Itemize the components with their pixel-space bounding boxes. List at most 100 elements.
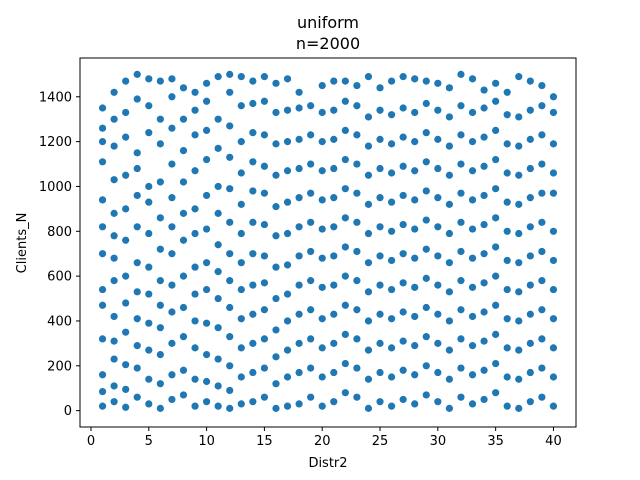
data-point xyxy=(110,232,118,240)
data-point xyxy=(387,140,396,148)
data-point xyxy=(434,135,442,143)
plot-frame xyxy=(79,57,577,428)
data-point xyxy=(226,303,234,312)
data-point xyxy=(457,393,465,401)
data-point xyxy=(468,342,477,350)
data-point xyxy=(318,167,326,175)
data-point xyxy=(411,254,419,262)
data-point xyxy=(457,364,465,372)
data-point xyxy=(214,294,222,303)
data-point xyxy=(480,366,488,374)
data-point xyxy=(411,283,419,291)
data-point xyxy=(364,404,373,412)
data-point xyxy=(133,288,141,296)
data-point xyxy=(318,81,326,90)
data-point xyxy=(249,129,257,137)
data-point xyxy=(295,223,303,231)
data-point xyxy=(330,164,338,173)
data-point xyxy=(98,387,107,396)
data-point xyxy=(249,368,257,377)
data-point xyxy=(260,220,269,229)
data-point xyxy=(249,339,257,347)
data-point xyxy=(492,126,500,135)
data-point xyxy=(330,310,338,318)
data-point xyxy=(445,288,453,296)
data-point xyxy=(364,200,373,208)
data-point xyxy=(272,353,280,361)
data-point xyxy=(168,75,176,83)
data-point xyxy=(480,191,488,200)
data-point xyxy=(468,254,477,262)
data-point xyxy=(307,102,315,110)
data-point xyxy=(179,178,188,186)
data-point xyxy=(515,346,523,354)
data-point xyxy=(122,328,130,336)
data-point xyxy=(156,115,164,123)
data-point xyxy=(468,225,477,233)
data-point xyxy=(122,171,130,179)
data-point xyxy=(492,79,500,87)
data-point xyxy=(376,252,384,260)
data-point xyxy=(526,281,534,289)
data-point xyxy=(538,393,546,401)
data-point xyxy=(422,391,430,399)
y-tick-label: 1000 xyxy=(39,180,72,195)
data-point xyxy=(549,373,558,381)
data-point xyxy=(353,306,361,314)
data-point xyxy=(399,308,407,316)
data-point xyxy=(110,355,118,363)
data-point xyxy=(445,229,453,238)
data-point xyxy=(283,167,292,175)
data-point xyxy=(399,220,407,229)
data-point xyxy=(353,160,361,168)
chart-title: uniform xyxy=(297,13,359,32)
data-point xyxy=(492,359,500,368)
data-point xyxy=(341,77,349,85)
data-point xyxy=(503,344,511,352)
data-point xyxy=(515,317,523,325)
data-point xyxy=(295,164,303,173)
data-point xyxy=(503,88,511,96)
data-point xyxy=(445,375,453,383)
data-point xyxy=(376,194,384,202)
data-point xyxy=(249,250,257,258)
data-point xyxy=(191,131,199,139)
data-point xyxy=(445,113,453,121)
data-point xyxy=(203,285,211,294)
data-point xyxy=(307,160,315,168)
data-point xyxy=(341,185,349,193)
data-point xyxy=(156,301,164,309)
data-point xyxy=(295,104,303,112)
data-point xyxy=(341,301,349,309)
data-point xyxy=(260,252,269,260)
data-point xyxy=(411,225,419,233)
data-point xyxy=(330,77,338,85)
data-point xyxy=(422,77,430,85)
data-point xyxy=(237,373,245,381)
data-point xyxy=(133,393,141,401)
data-point xyxy=(468,138,477,146)
data-point xyxy=(549,402,558,410)
data-point xyxy=(341,359,349,368)
data-point xyxy=(480,220,488,229)
data-point xyxy=(156,380,164,388)
data-point xyxy=(364,259,373,267)
data-point xyxy=(549,189,558,197)
data-point xyxy=(283,373,292,381)
data-point xyxy=(179,391,188,399)
data-point xyxy=(387,256,396,265)
data-point xyxy=(515,142,523,150)
data-point xyxy=(272,326,280,334)
data-point xyxy=(538,247,546,256)
data-point xyxy=(503,373,511,381)
data-point xyxy=(191,290,199,298)
data-point xyxy=(283,317,292,325)
data-point xyxy=(457,189,465,197)
data-point xyxy=(538,364,546,372)
data-point xyxy=(549,256,558,265)
data-point xyxy=(214,355,222,363)
data-point xyxy=(515,200,523,208)
data-point xyxy=(515,229,523,238)
data-point xyxy=(457,160,465,168)
data-point xyxy=(526,368,534,377)
